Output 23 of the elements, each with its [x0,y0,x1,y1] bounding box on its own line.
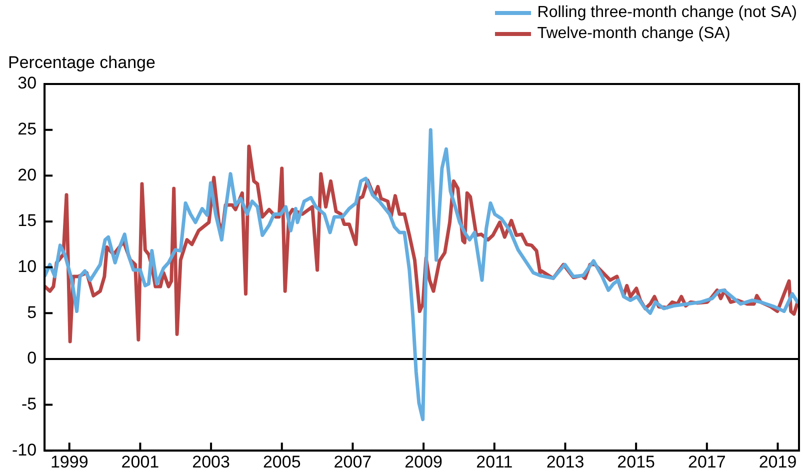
x-tick-label: 2011 [476,452,513,472]
x-tick-label: 1999 [50,452,88,472]
x-tick-label: 2009 [404,452,442,472]
x-tick-label: 2007 [334,452,372,472]
y-tick-label: -10 [12,440,37,460]
x-tick-label: 2005 [262,452,301,472]
x-tick-label: 2015 [617,452,655,472]
y-tick-label: 5 [27,302,37,322]
y-axis-title: Percentage change [8,53,156,72]
legend-label: Rolling three-month change (not SA) [537,4,797,22]
x-tick-label: 2013 [546,452,584,472]
y-tick-label: 30 [18,74,37,93]
y-tick-label: 10 [18,256,37,276]
x-tick-label: 2017 [688,452,726,472]
x-tick-label: 2003 [192,452,230,472]
y-tick-label: 25 [18,120,37,139]
legend-label: Twelve-month change (SA) [537,24,730,42]
y-tick-label: 20 [18,165,37,184]
x-tick-label: 2019 [758,452,797,472]
y-tick-label: 15 [18,211,37,230]
y-tick-label: 0 [27,348,37,368]
x-tick-label: 2001 [121,452,160,472]
y-tick-label: -5 [21,394,37,414]
